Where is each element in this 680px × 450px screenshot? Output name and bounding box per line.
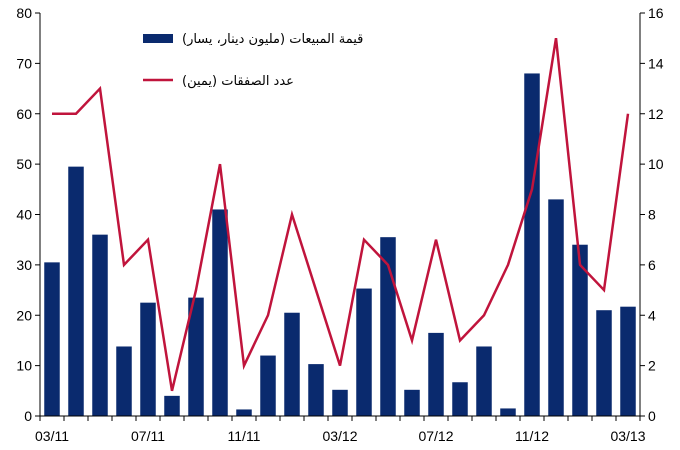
legend-label-bar: قيمة المبيعات (مليون دينار، يسار): [182, 32, 363, 47]
bar-02/12: [308, 364, 324, 416]
bar-08/12: [452, 382, 468, 416]
bar-11/11: [236, 409, 252, 416]
bar-07/12: [428, 332, 444, 416]
y-right-tick-label: 12: [648, 106, 664, 122]
y-left-tick-label: 50: [16, 156, 32, 172]
y-left-tick-label: 30: [16, 257, 32, 273]
bar-04/12: [356, 288, 372, 416]
y-right-tick-label: 2: [648, 358, 656, 374]
bar-series: [44, 73, 636, 416]
y-left-tick-label: 20: [16, 307, 32, 323]
y-right-tick-label: 8: [648, 207, 656, 223]
y-right-tick-label: 14: [648, 55, 664, 71]
y-left-tick-label: 40: [16, 207, 32, 223]
bar-01/13: [572, 244, 588, 416]
y-right-tick-label: 0: [648, 408, 656, 424]
x-tick-label: 07/11: [131, 428, 165, 444]
x-tick-label: 11/11: [228, 428, 261, 444]
bar-08/11: [164, 395, 180, 416]
bar-10/12: [500, 408, 516, 416]
bar-04/11: [68, 166, 84, 416]
y-left-tick-label: 70: [16, 55, 32, 71]
bar-01/12: [284, 312, 300, 416]
legend-label-line: عدد الصفقات (يمين): [182, 74, 294, 89]
bar-06/11: [116, 346, 132, 416]
bar-05/12: [380, 237, 396, 416]
y-right-tick-label: 4: [648, 307, 656, 323]
bar-02/13: [596, 310, 612, 416]
bar-09/12: [476, 346, 492, 416]
axes: 0 10 20 30 40 50 60 70 80 0 2 4 6 8 10 12 14 16 03/11 07/11…: [16, 5, 663, 444]
x-tick-label: 03/12: [322, 428, 357, 444]
x-tick-label: 11/12: [515, 428, 549, 444]
line-path: [52, 37, 630, 392]
legend-swatch-bar: [143, 34, 173, 43]
x-tick-label: 03/13: [610, 428, 645, 444]
line-series: [52, 37, 630, 392]
bar-12/12: [548, 199, 564, 416]
y-left-tick-label: 0: [24, 408, 32, 424]
bar-11/12: [524, 73, 540, 416]
bar-03/11: [44, 262, 60, 416]
y-right-tick-label: 6: [648, 257, 656, 273]
bar-05/11: [92, 234, 108, 416]
x-tick-label: 03/11: [35, 428, 69, 444]
bar-07/11: [140, 302, 156, 416]
legend: قيمة المبيعات (مليون دينار، يسار) عدد ال…: [143, 32, 363, 89]
bar-09/11: [188, 297, 204, 416]
x-tick-label: 07/12: [418, 428, 453, 444]
y-right-tick-label: 16: [648, 5, 664, 21]
bar-03/13: [620, 306, 636, 416]
bar-06/12: [404, 389, 420, 416]
y-left-tick-label: 80: [16, 5, 32, 21]
bar-03/12: [332, 389, 348, 416]
bar-10/11: [212, 209, 228, 416]
y-left-tick-label: 10: [16, 358, 32, 374]
y-left-tick-label: 60: [16, 106, 32, 122]
y-right-tick-label: 10: [648, 156, 664, 172]
bar-12/11: [260, 355, 276, 416]
